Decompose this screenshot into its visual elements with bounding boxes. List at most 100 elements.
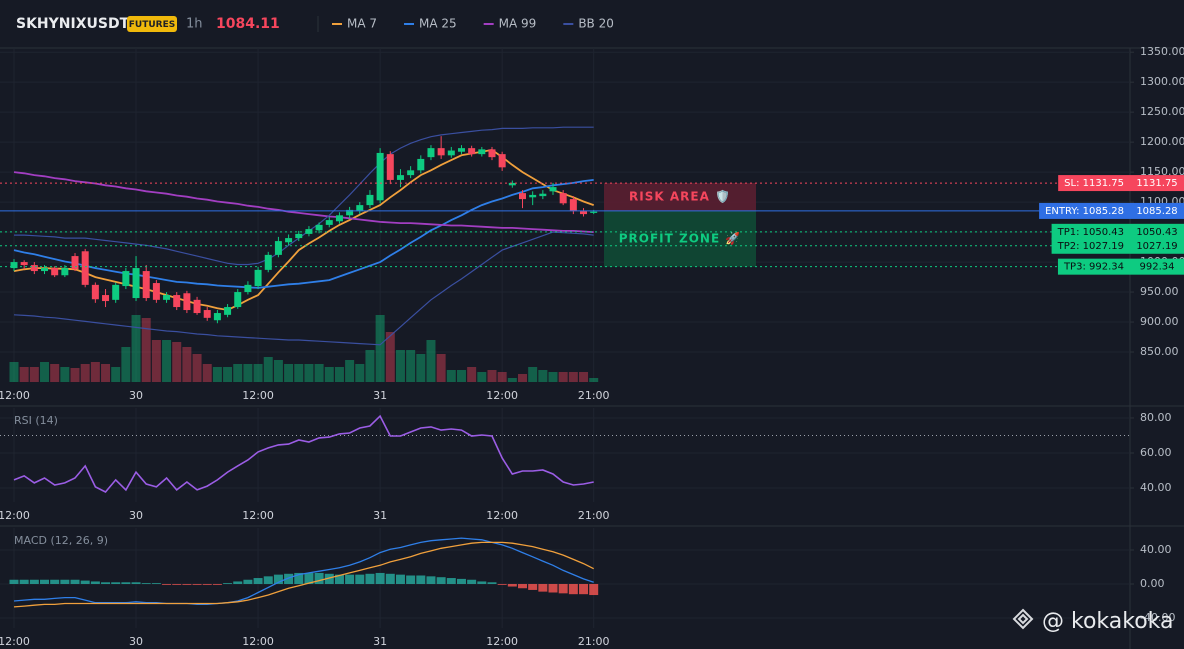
histogram-bar bbox=[101, 582, 111, 584]
histogram-bar bbox=[212, 583, 222, 585]
level-label: TP1: 1050.43 bbox=[1057, 227, 1124, 238]
candle-body bbox=[356, 205, 364, 212]
volume-bar bbox=[294, 364, 304, 382]
candle-body bbox=[549, 187, 557, 192]
histogram-bar bbox=[273, 574, 283, 584]
candle-body bbox=[254, 269, 262, 287]
signal-line bbox=[13, 541, 594, 608]
candle-body bbox=[488, 149, 496, 158]
candle-body bbox=[478, 149, 486, 155]
legend-label: MA 99 bbox=[499, 17, 537, 31]
candle-body bbox=[91, 284, 99, 300]
volume-bar bbox=[538, 370, 548, 382]
y-tick-label: 80.00 bbox=[1140, 411, 1172, 424]
candle-body bbox=[193, 299, 201, 314]
candle-body bbox=[30, 265, 38, 272]
zone bbox=[604, 210, 756, 267]
histogram-bar bbox=[487, 582, 497, 584]
x-tick-label: 21:00 bbox=[578, 635, 610, 648]
volume-bar bbox=[192, 354, 202, 382]
histogram-bar bbox=[456, 578, 466, 584]
histogram-bar bbox=[182, 583, 192, 585]
histogram-bar bbox=[497, 583, 507, 585]
y-tick-label: 900.00 bbox=[1140, 315, 1179, 328]
histogram-bar bbox=[568, 583, 578, 595]
level-label: TP2: 1027.19 bbox=[1057, 241, 1124, 252]
level-value: 1085.28 bbox=[1136, 206, 1177, 217]
y-tick-label: 60.00 bbox=[1140, 446, 1172, 459]
histogram-bar bbox=[477, 581, 487, 584]
candle-body bbox=[376, 152, 384, 201]
candle-body bbox=[71, 256, 79, 270]
histogram-bar bbox=[243, 579, 253, 584]
symbol: SKHYNIXUSDT bbox=[16, 16, 130, 32]
volume-bar bbox=[90, 362, 100, 382]
candle-body bbox=[335, 215, 343, 222]
histogram-bar bbox=[395, 574, 405, 584]
candle-body bbox=[457, 148, 465, 152]
x-tick-label: 12:00 bbox=[0, 635, 30, 648]
y-tick-label: 40.00 bbox=[1140, 543, 1172, 556]
volume-bar bbox=[406, 350, 416, 382]
level-tag bbox=[1130, 175, 1184, 192]
candle-body bbox=[396, 175, 404, 180]
volume-bar bbox=[365, 350, 375, 382]
candle-body bbox=[539, 193, 547, 197]
watermark: @ kokakoka bbox=[1042, 609, 1174, 634]
volume-bar bbox=[212, 367, 222, 382]
histogram-bar bbox=[365, 573, 375, 584]
candle-body bbox=[10, 262, 18, 269]
candle-body bbox=[569, 199, 577, 212]
level-label: SL: 1131.75 bbox=[1064, 178, 1124, 189]
x-tick-label: 12:00 bbox=[0, 509, 30, 522]
volume-bar bbox=[40, 362, 50, 382]
indicator-line bbox=[13, 179, 594, 289]
histogram-bar bbox=[40, 579, 50, 584]
volume-bar bbox=[395, 350, 405, 382]
candle-body bbox=[325, 220, 333, 225]
candle-body bbox=[264, 254, 272, 270]
level-label: TP3: 992.34 bbox=[1063, 262, 1124, 273]
volume-bar bbox=[284, 364, 294, 382]
volume-bar bbox=[263, 357, 273, 382]
x-tick-label: 12:00 bbox=[0, 389, 30, 402]
candle-body bbox=[285, 238, 293, 243]
x-tick-label: 12:00 bbox=[242, 635, 274, 648]
volume-bar bbox=[497, 372, 507, 382]
volume-bar bbox=[70, 368, 80, 382]
candle-body bbox=[244, 284, 252, 293]
histogram-bar bbox=[263, 576, 273, 584]
histogram-bar bbox=[202, 583, 212, 585]
histogram-bar bbox=[314, 572, 324, 584]
histogram-bar bbox=[172, 583, 182, 585]
volume-bar bbox=[29, 367, 39, 382]
level-tag bbox=[1039, 202, 1130, 219]
candle-body bbox=[51, 268, 59, 276]
candle-body bbox=[142, 271, 150, 299]
volume-bar bbox=[273, 360, 283, 382]
level-tag bbox=[1058, 175, 1130, 192]
volume-bar bbox=[456, 370, 466, 382]
candle-body bbox=[529, 194, 537, 198]
candle-body bbox=[386, 154, 394, 180]
histogram-bar bbox=[162, 583, 172, 585]
volume-bar bbox=[172, 342, 182, 382]
level-tag bbox=[1057, 258, 1130, 275]
badge-bg bbox=[127, 16, 177, 32]
x-tick-label: 30 bbox=[129, 509, 143, 522]
histogram-bar bbox=[538, 583, 548, 592]
indicator-line bbox=[14, 126, 594, 266]
level-tag bbox=[1130, 223, 1184, 240]
volume-bar bbox=[243, 364, 253, 382]
histogram-bar bbox=[141, 583, 151, 584]
volume-bar bbox=[558, 372, 568, 382]
level-tag bbox=[1051, 237, 1130, 254]
x-tick-label: 31 bbox=[373, 389, 387, 402]
volume-bar bbox=[375, 315, 385, 382]
candle-body bbox=[152, 283, 160, 300]
rsi-line bbox=[13, 414, 594, 493]
candle-body bbox=[61, 268, 69, 276]
histogram-bar bbox=[284, 573, 294, 584]
volume-bar bbox=[518, 374, 527, 382]
